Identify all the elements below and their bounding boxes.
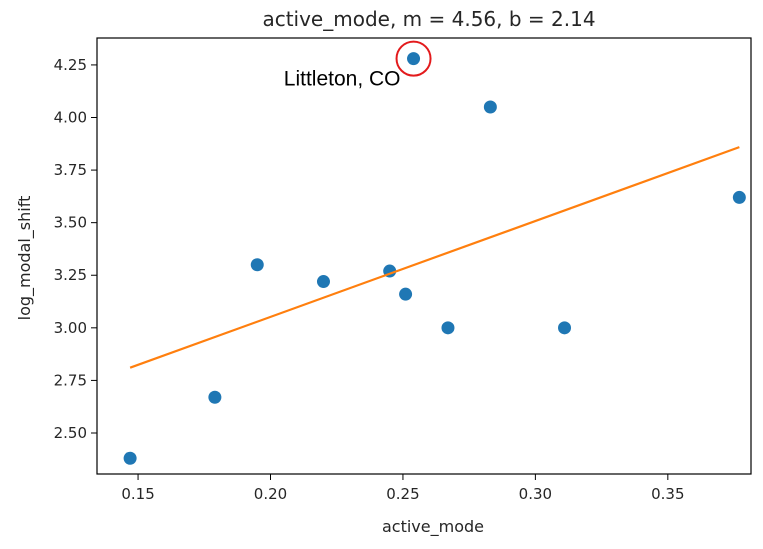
data-point — [399, 287, 413, 301]
x-tick-label: 0.20 — [254, 485, 287, 503]
data-point — [123, 451, 137, 465]
axes-frame — [96, 37, 752, 475]
y-tick-label: 3.00 — [54, 319, 87, 337]
y-tick-label: 3.75 — [54, 161, 87, 179]
x-tick-label: 0.15 — [121, 485, 154, 503]
y-tick-label: 4.00 — [54, 109, 87, 127]
point-annotation: Littleton, CO — [284, 68, 401, 91]
data-point — [316, 275, 330, 289]
data-point — [732, 190, 746, 204]
regression-line — [129, 146, 740, 369]
data-point — [250, 258, 264, 272]
data-point — [407, 52, 421, 66]
x-tick-label: 0.25 — [386, 485, 419, 503]
data-point — [208, 390, 222, 404]
data-point — [483, 100, 497, 114]
chart-title: active_mode, m = 4.56, b = 2.14 — [262, 7, 595, 31]
y-axis-label: log_modal_shift — [15, 196, 35, 321]
data-point — [558, 321, 572, 335]
x-axis-label: active_mode — [382, 517, 484, 537]
y-tick-label: 4.25 — [54, 56, 87, 74]
y-tick-label: 3.50 — [54, 214, 87, 232]
data-point — [441, 321, 455, 335]
plot-area: 0.15 0.20 0.25 0.30 0.35 2.50 2.75 3.00 3.25 3.50… — [54, 37, 752, 503]
y-tick-label: 3.25 — [54, 266, 87, 284]
y-tick-label: 2.50 — [54, 424, 87, 442]
x-tick-label: 0.35 — [651, 485, 684, 503]
y-tick-label: 2.75 — [54, 371, 87, 389]
highlight-circle — [395, 40, 432, 77]
x-tick-label: 0.30 — [519, 485, 552, 503]
